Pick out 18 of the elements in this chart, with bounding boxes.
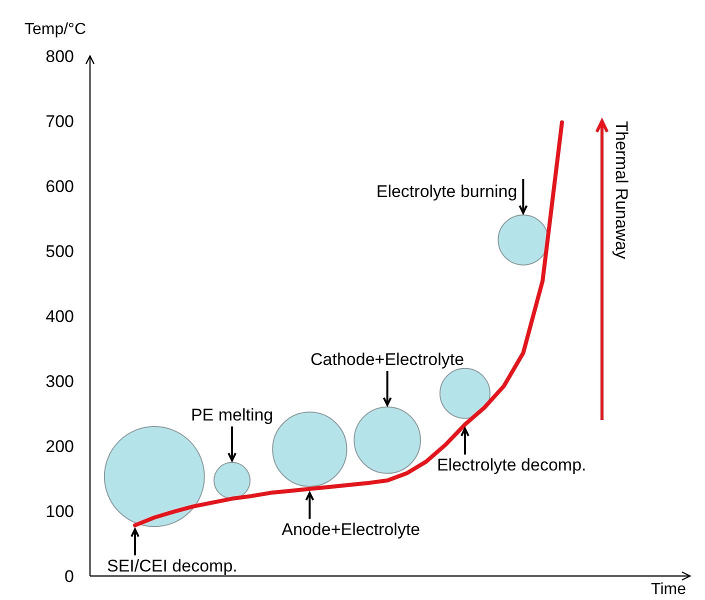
y-axis-title: Temp/°C xyxy=(24,21,86,38)
annotation: PE melting xyxy=(190,405,274,424)
annotation: Electrolyte burning xyxy=(376,182,518,201)
y-tick-label: 200 xyxy=(46,436,74,456)
y-tick-label: 0 xyxy=(64,566,74,586)
annotation: Anode+Electrolyte xyxy=(282,520,420,539)
annotation: SEI/CEI decomp. xyxy=(107,556,238,576)
y-tick-label: 500 xyxy=(46,242,74,261)
y-tick-label: 300 xyxy=(46,372,74,391)
y-tick-label: 700 xyxy=(46,112,74,131)
annotation: Electrolyte decomp. xyxy=(436,456,586,475)
y-tick-label: 800 xyxy=(46,46,74,66)
y-tick-label: 400 xyxy=(46,306,74,326)
y-tick-label: 600 xyxy=(46,176,74,196)
annotation: Cathode+Electrolyte xyxy=(310,350,464,369)
x-axis-title: Time xyxy=(651,581,686,598)
text: Thermal Runaway xyxy=(612,121,631,260)
y-tick-label: 100 xyxy=(46,502,74,521)
